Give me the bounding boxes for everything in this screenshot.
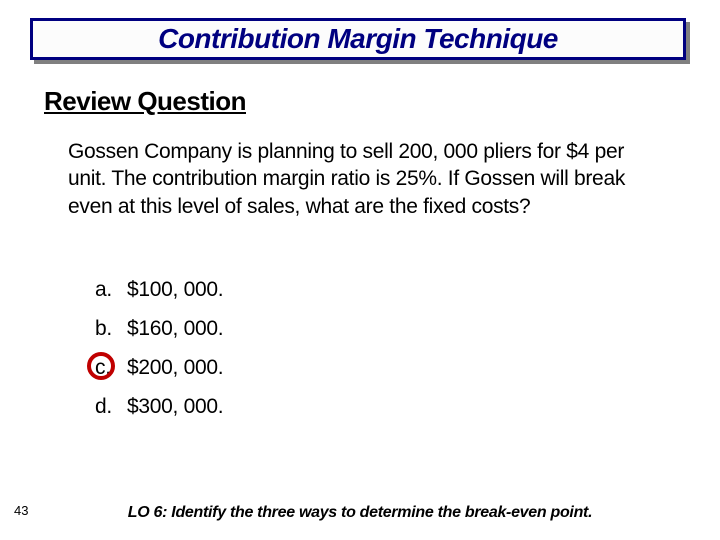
title-panel: Contribution Margin Technique: [30, 18, 686, 60]
option-letter: d.: [95, 395, 127, 419]
option-a: a. $100, 000.: [95, 278, 223, 302]
option-value: $160, 000.: [127, 317, 223, 341]
option-letter: c.: [95, 356, 127, 380]
option-value: $200, 000.: [127, 356, 223, 380]
option-d: d. $300, 000.: [95, 395, 223, 419]
learning-objective-footer: LO 6: Identify the three ways to determi…: [0, 504, 720, 522]
question-text: Gossen Company is planning to sell 200, …: [68, 138, 666, 220]
option-value: $100, 000.: [127, 278, 223, 302]
options-list: a. $100, 000. b. $160, 000. c. $200, 000…: [95, 278, 223, 434]
slide-title: Contribution Margin Technique: [158, 23, 558, 55]
title-container: Contribution Margin Technique: [30, 18, 690, 64]
section-heading: Review Question: [44, 86, 246, 117]
option-value: $300, 000.: [127, 395, 223, 419]
option-letter: b.: [95, 317, 127, 341]
option-letter: a.: [95, 278, 127, 302]
option-b: b. $160, 000.: [95, 317, 223, 341]
option-c: c. $200, 000.: [95, 356, 223, 380]
